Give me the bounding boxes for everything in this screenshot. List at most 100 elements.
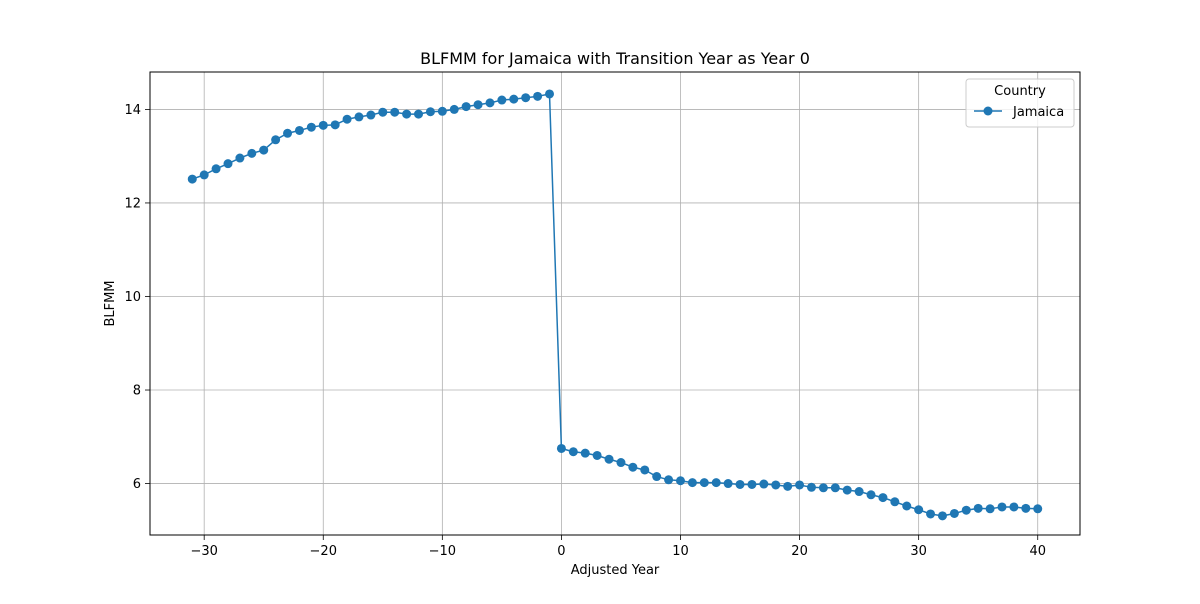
data-point xyxy=(878,493,888,503)
legend-title: Country xyxy=(994,84,1046,99)
data-point xyxy=(592,450,602,460)
data-point xyxy=(556,443,566,453)
data-point xyxy=(580,448,590,458)
y-tick-label: 10 xyxy=(124,290,141,305)
y-tick-label: 8 xyxy=(133,384,141,399)
x-axis-label: Adjusted Year xyxy=(571,563,660,578)
data-point xyxy=(759,479,769,489)
series-layer xyxy=(187,89,1043,521)
data-point xyxy=(854,487,864,497)
data-point xyxy=(1021,503,1031,513)
data-point xyxy=(461,102,471,112)
data-point xyxy=(961,505,971,515)
data-point xyxy=(1033,504,1043,514)
data-point xyxy=(390,107,400,117)
data-point xyxy=(402,109,412,119)
data-point xyxy=(259,145,269,155)
data-point xyxy=(485,98,495,108)
data-point xyxy=(640,465,650,475)
data-point xyxy=(187,174,197,184)
data-point xyxy=(664,475,674,485)
data-point xyxy=(354,112,364,122)
data-point xyxy=(902,501,912,511)
data-point xyxy=(687,478,697,488)
x-tick-label: 10 xyxy=(672,544,689,559)
data-point xyxy=(604,454,614,464)
x-tick-label: −20 xyxy=(310,544,337,559)
data-point xyxy=(366,110,376,120)
y-axis-label: BLFMM xyxy=(103,280,118,326)
legend-box xyxy=(965,78,1075,128)
plot-frame xyxy=(149,71,1081,536)
data-point xyxy=(533,91,543,101)
data-point xyxy=(628,462,638,472)
data-point xyxy=(1009,502,1019,512)
data-point xyxy=(294,125,304,135)
data-point xyxy=(330,120,340,130)
data-point xyxy=(890,497,900,507)
data-point xyxy=(283,128,293,138)
data-point xyxy=(473,100,483,110)
y-tick-label: 14 xyxy=(124,103,141,118)
x-tick-label: 20 xyxy=(791,544,808,559)
x-tick-label: 0 xyxy=(557,544,565,559)
data-point xyxy=(425,107,435,117)
legend-marker-jamaica xyxy=(983,106,993,116)
data-point xyxy=(699,478,709,488)
data-point xyxy=(914,505,924,515)
x-tick-label: −10 xyxy=(429,544,456,559)
chart-title: BLFMM for Jamaica with Transition Year a… xyxy=(420,49,810,68)
data-point xyxy=(414,109,424,119)
data-point xyxy=(545,89,555,99)
data-point xyxy=(973,503,983,513)
plot-area xyxy=(150,72,1080,535)
y-tick-label: 12 xyxy=(124,196,141,211)
data-point xyxy=(342,114,352,124)
data-point xyxy=(711,478,721,488)
legend-label-jamaica: Jamaica xyxy=(1012,105,1064,120)
data-point xyxy=(735,479,745,489)
data-point xyxy=(271,135,281,145)
data-point xyxy=(223,159,233,169)
data-point xyxy=(675,476,685,486)
data-point xyxy=(449,104,459,114)
data-point xyxy=(949,508,959,518)
data-point xyxy=(199,170,209,180)
data-point xyxy=(509,94,519,104)
data-point xyxy=(723,479,733,489)
data-point xyxy=(818,483,828,493)
data-point xyxy=(997,502,1007,512)
data-point xyxy=(747,479,757,489)
data-point xyxy=(616,458,626,468)
data-point xyxy=(783,481,793,491)
data-point xyxy=(521,93,531,103)
data-point xyxy=(771,480,781,490)
data-point xyxy=(211,164,221,174)
data-point xyxy=(652,472,662,482)
data-point xyxy=(937,511,947,521)
data-point xyxy=(866,490,876,500)
data-point xyxy=(378,107,388,117)
data-point xyxy=(318,120,328,130)
data-point xyxy=(806,482,816,492)
legend: Country Jamaica xyxy=(965,78,1075,128)
data-point xyxy=(926,509,936,519)
data-point xyxy=(842,485,852,495)
data-point xyxy=(497,95,507,105)
grid-lines xyxy=(150,72,1080,535)
data-point xyxy=(247,148,257,158)
data-point xyxy=(235,153,245,163)
data-point xyxy=(985,504,995,514)
data-point xyxy=(306,122,316,132)
axis-ticks: −30 −20 −10 0 10 20 30 40 6 8 10 12 14 xyxy=(124,103,1046,559)
x-tick-label: −30 xyxy=(190,544,217,559)
x-tick-label: 40 xyxy=(1029,544,1046,559)
data-point xyxy=(795,480,805,490)
x-tick-label: 30 xyxy=(910,544,927,559)
data-point xyxy=(830,483,840,493)
y-tick-label: 6 xyxy=(133,477,141,492)
data-point xyxy=(568,447,578,457)
data-point xyxy=(437,106,447,116)
